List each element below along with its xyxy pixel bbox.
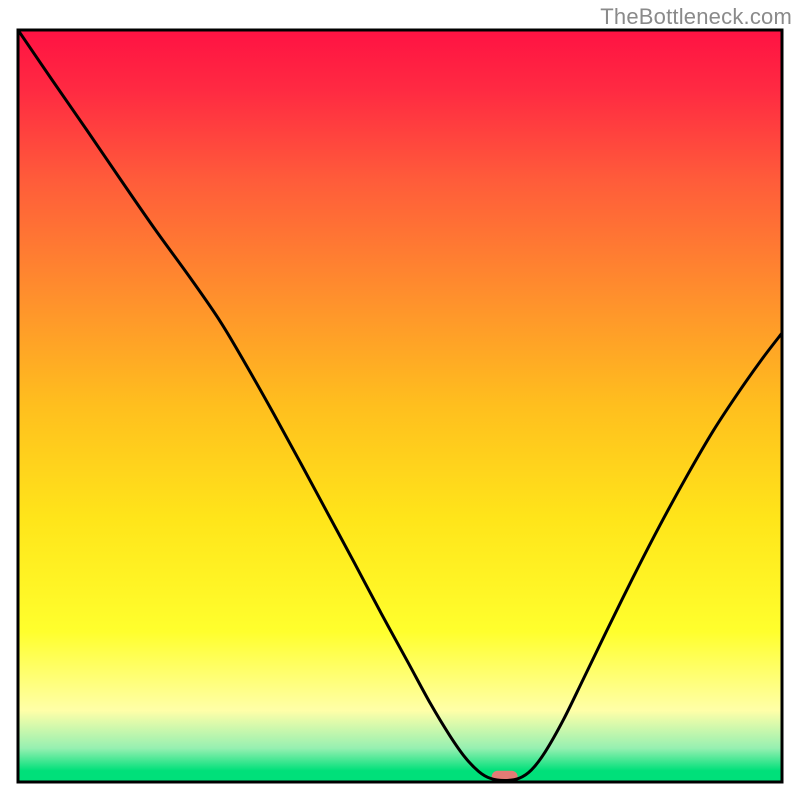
minimum-marker bbox=[492, 771, 518, 783]
background-gradient bbox=[18, 30, 782, 782]
bottleneck-chart-frame: TheBottleneck.com bbox=[0, 0, 800, 800]
axes-border bbox=[18, 30, 782, 782]
bottleneck-curve bbox=[18, 30, 782, 781]
bottleneck-plot bbox=[0, 0, 800, 800]
watermark-text: TheBottleneck.com bbox=[600, 4, 792, 30]
